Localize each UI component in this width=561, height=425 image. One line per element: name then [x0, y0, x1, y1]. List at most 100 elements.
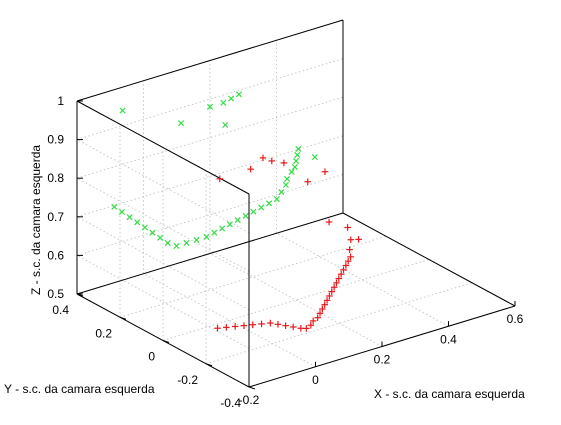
axes-box: [76, 19, 516, 388]
z-axis-label: Z - s.c. da camara esquerda: [29, 145, 43, 295]
x-marker: [295, 145, 302, 152]
plus-marker: [307, 321, 315, 329]
x-marker: [294, 151, 301, 159]
x-marker: [311, 154, 318, 161]
x-marker: [206, 103, 214, 110]
x-marker: [157, 234, 164, 241]
x-marker: [126, 214, 133, 221]
plus-marker: [274, 321, 282, 328]
y-tick: [205, 363, 213, 367]
x-marker: [118, 208, 126, 216]
plus-marker: [280, 159, 288, 167]
plus-marker: [340, 266, 347, 274]
grid-line: [76, 254, 250, 349]
y-tick-label: -0.4: [220, 396, 241, 410]
x-marker: [173, 242, 180, 250]
x-marker: [211, 229, 218, 236]
x-marker: [222, 121, 229, 128]
plus-marker: [330, 283, 338, 291]
x-marker: [288, 168, 295, 175]
grid-line: [76, 177, 250, 272]
x-tick-label: 0.2: [374, 353, 391, 367]
plus-marker: [268, 157, 276, 165]
floor-edge: [342, 212, 516, 307]
x-marker: [164, 239, 171, 247]
plus-marker: [337, 270, 345, 278]
plus-marker: [316, 310, 324, 317]
x-marker: [228, 95, 235, 102]
x-marker: [278, 188, 285, 196]
y-tick: [162, 340, 170, 343]
x-marker: [235, 91, 243, 98]
plus-marker: [249, 321, 257, 329]
grid-line: [143, 273, 316, 368]
y-axis-label: Y - s.c. da camara esquerda: [4, 382, 155, 396]
z-tick-label: 1: [57, 94, 64, 108]
x-marker: [226, 221, 233, 228]
x-marker: [291, 163, 298, 171]
grid-line: [162, 259, 430, 341]
x-marker: [292, 157, 300, 165]
plus-marker: [259, 154, 267, 162]
plus-marker: [303, 325, 310, 332]
z-tick-label: 0.5: [47, 287, 64, 301]
x-tick-label: 0: [312, 373, 319, 387]
z-tick-label: 0.7: [47, 210, 64, 224]
x-marker: [265, 200, 273, 207]
x-marker: [141, 224, 148, 231]
z-tick-label: 0.6: [47, 248, 64, 262]
x-marker: [183, 239, 190, 247]
x-tick-label: 0.6: [507, 312, 524, 326]
top-edge: [76, 19, 344, 102]
grid-line: [209, 253, 383, 347]
plus-marker: [314, 314, 321, 322]
plus-marker: [304, 178, 312, 186]
plus-marker: [321, 301, 329, 308]
x-marker: [234, 217, 241, 224]
plus-marker: [231, 323, 239, 330]
plus-marker: [214, 324, 221, 332]
plus-marker: [325, 218, 333, 226]
x-marker: [282, 181, 289, 189]
series-2: [111, 91, 318, 250]
plus-marker: [223, 324, 230, 331]
plus-marker: [319, 305, 326, 313]
grid-line: [276, 232, 449, 327]
x-marker: [111, 203, 118, 210]
plus-marker: [344, 224, 351, 231]
x-axis-label: X - s.c. da camara esquerda: [374, 387, 525, 401]
plus-marker: [216, 175, 224, 183]
plus-marker: [326, 292, 333, 300]
plus-marker: [342, 262, 350, 269]
plus-marker: [323, 297, 331, 304]
x-marker: [220, 99, 227, 106]
grid-line: [76, 173, 344, 256]
plus-marker: [321, 168, 329, 176]
plus-marker: [346, 246, 353, 253]
y-tick: [119, 316, 127, 320]
series-1: [214, 154, 362, 332]
grid-line: [76, 139, 250, 234]
x-tick-label: 0.4: [440, 332, 457, 346]
plus-marker: [335, 275, 343, 282]
plus-marker: [258, 320, 265, 328]
y-tick-label: 0: [148, 350, 155, 364]
grid-line: [76, 58, 344, 141]
tick-marks: [76, 100, 516, 390]
plus-marker: [333, 279, 340, 287]
x-marker: [258, 204, 265, 211]
floor-edge: [76, 212, 344, 295]
x-marker: [219, 225, 226, 232]
plus-marker: [289, 323, 297, 331]
x-marker: [177, 120, 185, 127]
x-marker: [283, 175, 291, 183]
x-marker: [203, 233, 210, 240]
plus-marker: [347, 253, 354, 261]
plus-marker: [328, 288, 336, 295]
x-marker: [149, 229, 156, 236]
y-tick: [248, 386, 256, 390]
x-marker: [242, 212, 249, 219]
y-tick-label: 0.2: [95, 326, 112, 340]
